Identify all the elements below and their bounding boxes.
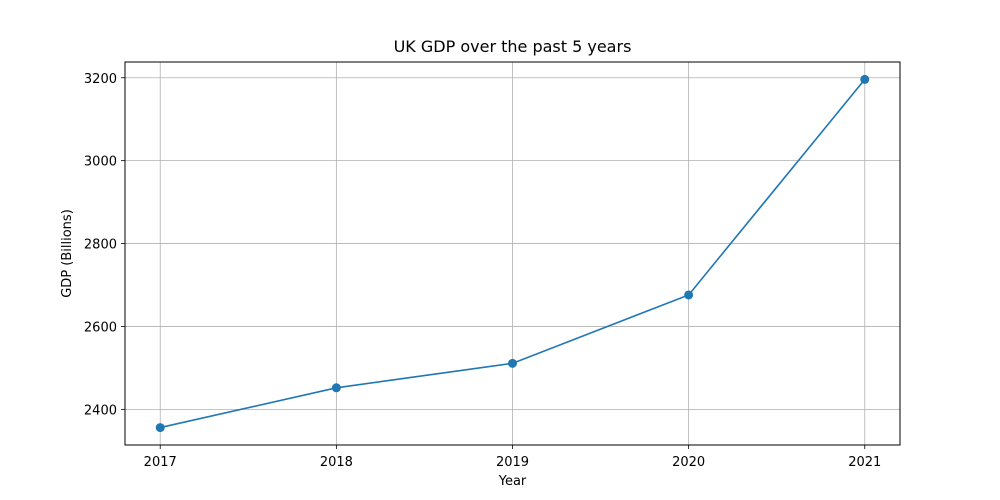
x-tick-label: 2021 [848,455,881,470]
data-point [860,74,870,84]
data-point [684,290,694,300]
x-axis-label: Year [498,474,527,489]
x-tick-label: 2018 [320,455,353,470]
chart-title: UK GDP over the past 5 years [394,37,632,56]
data-point [155,423,165,433]
x-tick-label: 2017 [144,455,177,470]
ticks: 2017 2018 2019 2020 2021 2400 2600 2800 3000 3200 [84,72,881,470]
x-tick-label: 2019 [496,455,529,470]
data-point [508,358,517,368]
y-tick-label: 3000 [84,155,117,170]
data-point [331,383,341,393]
grid-lines [125,62,900,445]
y-axis-label: GDP (Billions) [60,209,75,298]
y-tick-label: 3200 [84,72,117,87]
y-tick-label: 2800 [84,238,117,253]
x-tick-label: 2020 [672,455,705,470]
y-tick-label: 2600 [84,320,117,335]
y-tick-label: 2400 [84,403,117,418]
series-layer [155,74,870,433]
